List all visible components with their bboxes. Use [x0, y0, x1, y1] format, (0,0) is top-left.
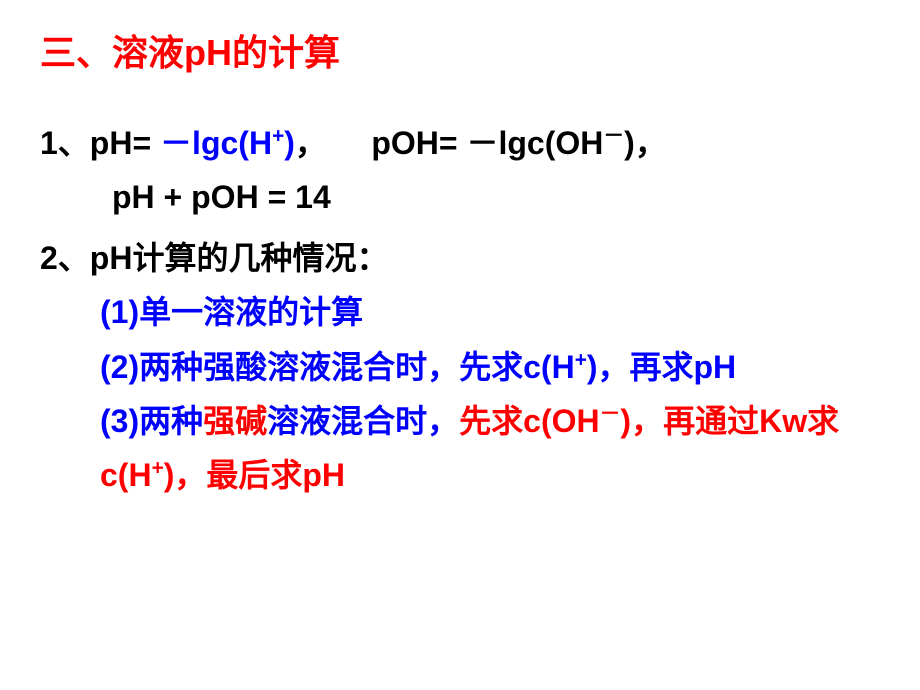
- formula2-b: )，: [624, 125, 667, 161]
- item-3-p4c: )，最后求pH: [164, 457, 345, 493]
- formula-line-1: 1、pH= －lgc(H+)， pOH= －lgc(OH－)，: [40, 116, 880, 170]
- item-2-a: (2)两种强酸溶液混合时，先求c(H: [100, 349, 575, 385]
- item-3-p4a: 先求c(OH: [459, 403, 599, 439]
- item-3: (3)两种强碱溶液混合时，先求c(OH－)，再通过Kw求c(H+)，最后求pH: [40, 394, 880, 503]
- section-title: 三、溶液pH的计算: [40, 24, 880, 76]
- formula1-a: －lgc(H: [160, 125, 272, 161]
- item-1-text: (1)单一溶液的计算: [100, 294, 363, 330]
- lead-1: 1、pH=: [40, 125, 160, 161]
- item-3-p3: 溶液混合时，: [267, 403, 459, 439]
- comma1: ，: [295, 125, 327, 161]
- formula1-b: ): [284, 125, 295, 161]
- item-3-p2: 强碱: [203, 403, 267, 439]
- formula1-sup: +: [272, 124, 284, 147]
- item-2-sup: +: [575, 348, 587, 371]
- item-2-b: )，再求pH: [587, 349, 736, 385]
- item-2: (2)两种强酸溶液混合时，先求c(H+)，再求pH: [40, 340, 880, 394]
- title-text: 三、溶液pH的计算: [40, 32, 340, 73]
- ph-poh-sum: pH + pOH = 14: [112, 179, 331, 215]
- section-2-text: 2、pH计算的几种情况：: [40, 240, 388, 276]
- formula-line-2: pH + pOH = 14: [40, 170, 880, 224]
- gap: [327, 125, 371, 161]
- item-3-p1: (3)两种: [100, 403, 203, 439]
- formula2-sup: －: [603, 124, 624, 147]
- formula2-a: pOH= －lgc(OH: [371, 125, 603, 161]
- section-2-heading: 2、pH计算的几种情况：: [40, 231, 880, 285]
- item-1: (1)单一溶液的计算: [40, 285, 880, 339]
- item-3-p4sup: －: [600, 402, 621, 425]
- item-3-p4sup2: +: [152, 457, 164, 480]
